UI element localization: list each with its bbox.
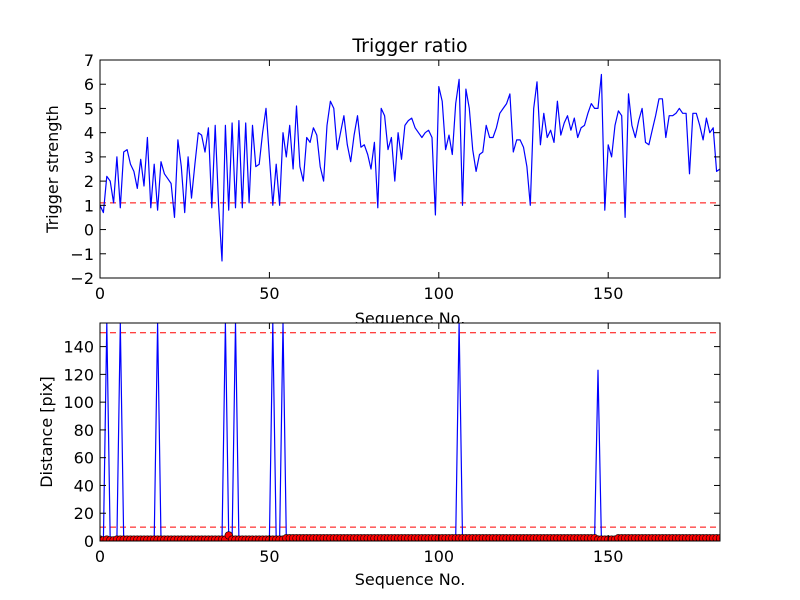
y-tick-label: 0 <box>84 532 94 551</box>
x-axis-label-bottom: Sequence No. <box>355 570 466 589</box>
reference-lines-bottom <box>100 332 720 528</box>
y-axis-label-top: Trigger strength <box>43 105 62 234</box>
data-point <box>715 534 720 541</box>
y-tick-label: 1 <box>84 196 94 215</box>
x-tick-label: 50 <box>259 284 279 303</box>
plot-area-bottom <box>100 323 720 541</box>
series-group-bottom <box>100 323 720 541</box>
series-group-top <box>100 73 720 262</box>
y-tick-label: 140 <box>63 338 94 357</box>
x-tick-label: 100 <box>424 547 455 566</box>
y-tick-label: 3 <box>84 148 94 167</box>
x-ticks-top: 0 50 100 150 <box>95 60 624 303</box>
y-tick-label: 100 <box>63 393 94 412</box>
y-tick-label: 20 <box>74 504 94 523</box>
y-tick-label: 2 <box>84 172 94 191</box>
y-tick-label: −1 <box>70 245 94 264</box>
plot-frame-bottom <box>99 322 721 542</box>
y-tick-label: 120 <box>63 365 94 384</box>
panel-distance: 0 50 100 150 0 20 40 60 80 100 120 140 Sequence No… <box>37 322 721 589</box>
x-tick-label: 100 <box>424 284 455 303</box>
series-line-0 <box>100 73 720 262</box>
plot-frame-top <box>99 59 721 279</box>
y-axis-label-bottom: Distance [pix] <box>37 376 56 488</box>
x-tick-label: 0 <box>95 284 105 303</box>
y-tick-label: 7 <box>84 51 94 70</box>
y-ticks-bottom: 0 20 40 60 80 100 120 140 <box>63 338 720 551</box>
y-tick-label: 60 <box>74 449 94 468</box>
x-tick-label: 150 <box>593 547 624 566</box>
x-ticks-bottom: 0 50 100 150 <box>95 323 624 566</box>
chart-title: Trigger ratio <box>351 35 467 57</box>
y-tick-label: 80 <box>74 421 94 440</box>
y-tick-label: 4 <box>84 124 94 143</box>
y-tick-label: 6 <box>84 75 94 94</box>
plot-area-top <box>100 60 720 278</box>
y-tick-label: 0 <box>84 221 94 240</box>
y-tick-label: 5 <box>84 99 94 118</box>
x-tick-label: 50 <box>259 547 279 566</box>
y-tick-label: −2 <box>70 269 94 288</box>
x-tick-label: 150 <box>593 284 624 303</box>
x-tick-label: 0 <box>95 547 105 566</box>
y-tick-label: 40 <box>74 476 94 495</box>
